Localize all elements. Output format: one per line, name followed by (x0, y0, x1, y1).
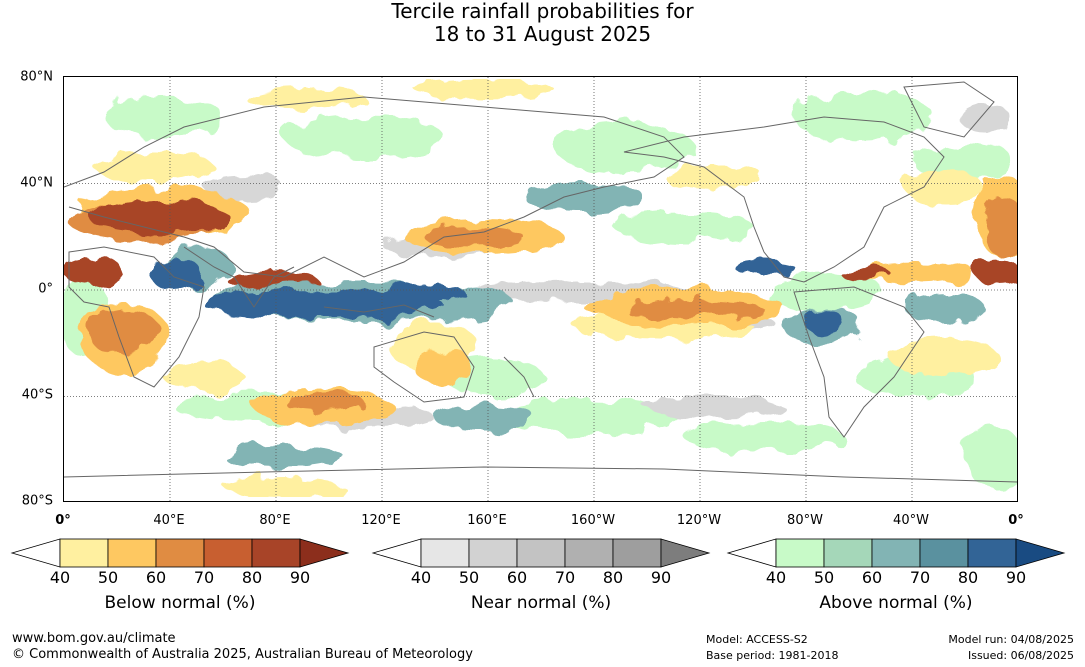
colorbar-tick-label: 90 (650, 568, 672, 587)
colorbar-segment (516, 538, 566, 568)
lon-label-40e: 40°E (153, 513, 185, 528)
title-line-1: Tercile rainfall probabilities for (391, 0, 694, 23)
colorbar-segment (775, 538, 825, 568)
colorbar-max-triangle (1015, 538, 1066, 568)
colorbar-ticks: 40 50 60 70 80 90 (728, 568, 1064, 588)
colorbar-tick-label: 60 (145, 568, 167, 587)
lat-label-80n: 80°N (20, 69, 53, 85)
colorbar-tick-label: 60 (506, 568, 528, 587)
colorbar-segment (251, 538, 301, 568)
colorbar-segment (59, 538, 109, 568)
colorbar-title-below-normal: Below normal (%) (104, 593, 256, 613)
title-line-2: 18 to 31 August 2025 (433, 22, 652, 46)
colorbar-min-triangle (726, 538, 777, 568)
colorbar-max-triangle (660, 538, 711, 568)
colorbar-segment (612, 538, 662, 568)
lon-label-80w: 80°W (787, 513, 823, 528)
coastlines (64, 81, 1017, 483)
lon-label-160w: 160°W (570, 513, 616, 528)
map-title: Tercile rainfall probabilities for 18 to… (0, 0, 1085, 46)
colorbar-segment (919, 538, 969, 568)
colorbar-segment (468, 538, 518, 568)
colorbar-svg (10, 538, 350, 568)
colorbar-svg (371, 538, 711, 568)
map-canvas (64, 77, 1017, 501)
lat-label-40s: 40°S (21, 387, 53, 403)
colorbar-tick-label: 90 (289, 568, 311, 587)
lon-label-160e: 160°E (467, 513, 507, 528)
lat-label-80s: 80°S (21, 493, 53, 509)
colorbar-tick-label: 70 (193, 568, 215, 587)
colorbar-tick-label: 90 (1005, 568, 1027, 587)
colorbar-tick-label: 80 (602, 568, 624, 587)
colorbar-svg (726, 538, 1066, 568)
colorbar-tick-label: 80 (241, 568, 263, 587)
colorbar-title-near-normal: Near normal (%) (470, 593, 612, 613)
colorbar-segment (823, 538, 873, 568)
footer-model: Model: ACCESS-S2 (706, 633, 808, 646)
colorbar-segment (420, 538, 470, 568)
footer-website: www.bom.gov.au/climate (12, 631, 176, 646)
colorbar-segment (203, 538, 253, 568)
lon-label-0-left: 0° (55, 513, 71, 528)
colorbar-segment (564, 538, 614, 568)
colorbar-tick-label: 80 (957, 568, 979, 587)
lon-label-120w: 120°W (676, 513, 722, 528)
colorbar-max-triangle (299, 538, 350, 568)
colorbar-ticks: 40 50 60 70 80 90 (12, 568, 348, 588)
colorbar-tick-label: 50 (813, 568, 835, 587)
footer-model-run: Model run: 04/08/2025 (948, 633, 1074, 646)
colorbar-tick-label: 70 (554, 568, 576, 587)
colorbar-segment (871, 538, 921, 568)
colorbar-tick-label: 50 (97, 568, 119, 587)
probability-shading (64, 79, 1017, 497)
lat-label-equator: 0° (38, 281, 53, 297)
colorbar-segment (107, 538, 157, 568)
colorbar-min-triangle (371, 538, 422, 568)
colorbar-near-normal: 40 50 60 70 80 90 (371, 538, 711, 588)
colorbar-above-normal: 40 50 60 70 80 90 (726, 538, 1066, 588)
colorbar-min-triangle (10, 538, 61, 568)
colorbar-tick-label: 40 (49, 568, 71, 587)
lat-label-40n: 40°N (20, 175, 53, 191)
footer-issued: Issued: 06/08/2025 (967, 649, 1074, 662)
colorbar-segment (967, 538, 1017, 568)
colorbar-tick-label: 50 (458, 568, 480, 587)
colorbar-tick-label: 70 (909, 568, 931, 587)
lon-label-80e: 80°E (259, 513, 291, 528)
graticule (64, 77, 1017, 501)
lon-label-40w: 40°W (893, 513, 929, 528)
colorbar-title-above-normal: Above normal (%) (819, 593, 973, 613)
rainfall-probability-map (63, 76, 1018, 502)
footer-base-period: Base period: 1981-2018 (706, 649, 839, 662)
colorbar-tick-label: 60 (861, 568, 883, 587)
colorbar-segment (155, 538, 205, 568)
footer-copyright: © Commonwealth of Australia 2025, Austra… (12, 647, 473, 662)
lon-label-120e: 120°E (361, 513, 401, 528)
lon-label-0-right: 0° (1008, 513, 1024, 528)
colorbar-tick-label: 40 (765, 568, 787, 587)
colorbar-tick-label: 40 (410, 568, 432, 587)
colorbar-ticks: 40 50 60 70 80 90 (373, 568, 709, 588)
colorbar-below-normal: 40 50 60 70 80 90 (10, 538, 350, 588)
